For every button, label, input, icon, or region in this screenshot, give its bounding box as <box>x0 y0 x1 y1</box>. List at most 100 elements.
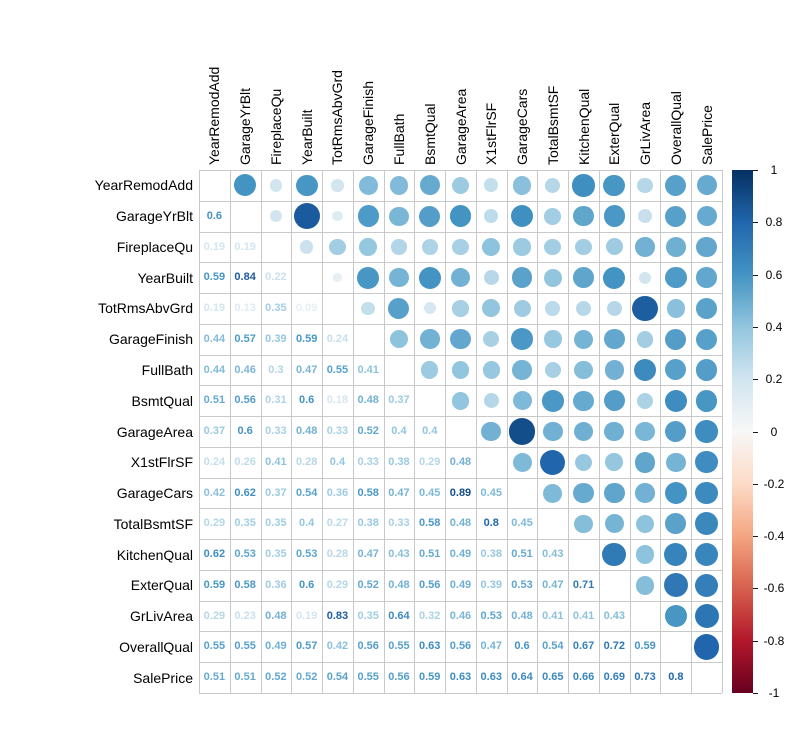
correlation-circle <box>605 453 624 472</box>
correlation-circle <box>421 361 439 379</box>
correlation-value: 0.8 <box>668 671 684 684</box>
column-label: TotalBsmtSF <box>544 85 561 165</box>
correlation-circle <box>269 209 283 223</box>
correlation-value: 0.59 <box>295 332 318 345</box>
correlation-circle <box>508 418 536 445</box>
correlation-circle <box>544 361 561 379</box>
correlation-value: 0.47 <box>542 578 564 591</box>
correlation-circle <box>665 237 686 257</box>
correlation-circle <box>545 301 561 316</box>
correlation-value: 0.24 <box>203 455 226 468</box>
correlation-circle <box>544 238 562 256</box>
correlation-value: 0.57 <box>295 640 318 653</box>
correlation-value: 0.53 <box>480 609 502 622</box>
correlation-circle <box>483 393 499 409</box>
column-label: GarageYrBlt <box>237 87 254 165</box>
correlation-value: 0.4 <box>329 455 346 468</box>
correlation-value: 0.56 <box>234 394 256 407</box>
correlation-circle <box>510 205 534 228</box>
grid-line-vertical <box>630 170 631 693</box>
correlation-circle <box>635 483 655 503</box>
correlation-circle <box>665 513 687 535</box>
correlation-value: 0.43 <box>388 548 410 561</box>
correlation-value: 0.33 <box>265 425 287 438</box>
correlation-value: 0.6 <box>237 425 253 438</box>
colorbar-tick <box>753 222 758 223</box>
correlation-circle <box>693 634 720 660</box>
correlation-circle <box>606 300 622 317</box>
correlation-value: 0.3 <box>268 363 284 376</box>
correlation-value: 0.13 <box>234 302 256 315</box>
correlation-circle <box>512 452 532 472</box>
correlation-circle <box>484 178 499 193</box>
correlation-value: 0.67 <box>572 640 595 653</box>
correlation-value: 0.51 <box>511 548 533 561</box>
correlation-value: 0.59 <box>634 640 656 653</box>
correlation-circle <box>388 297 410 319</box>
grid-line-horizontal <box>199 324 722 325</box>
correlation-value: 0.52 <box>357 578 379 591</box>
colorbar-tick-label: -0.4 <box>763 529 785 543</box>
correlation-value: 0.83 <box>326 609 349 622</box>
correlation-circle <box>665 174 687 196</box>
correlation-value: 0.58 <box>419 517 441 530</box>
correlation-value: 0.48 <box>388 578 410 591</box>
correlation-circle <box>419 329 440 349</box>
colorbar-tick-label: 0.6 <box>765 268 783 282</box>
grid-line-horizontal <box>199 170 722 171</box>
correlation-value: 0.63 <box>480 671 502 684</box>
correlation-circle <box>573 390 594 411</box>
correlation-value: 0.38 <box>357 517 379 530</box>
grid-line-vertical <box>507 170 508 693</box>
correlation-circle <box>544 207 562 225</box>
correlation-circle <box>694 603 719 629</box>
colorbar-tick <box>753 275 758 276</box>
correlation-value: 0.39 <box>265 332 287 345</box>
correlation-circle <box>638 271 652 284</box>
column-label: YearRemodAdd <box>206 66 223 165</box>
column-label: ExterQual <box>606 102 623 165</box>
correlation-circle <box>358 175 378 195</box>
correlation-circle <box>512 176 532 195</box>
row-label: TotalBsmtSF <box>113 515 193 532</box>
grid-line-vertical <box>599 170 600 693</box>
correlation-circle <box>329 238 346 256</box>
grid-line-horizontal <box>199 693 722 694</box>
correlation-circle <box>482 361 500 379</box>
correlation-value: 0.19 <box>203 240 226 253</box>
correlation-value: 0.24 <box>326 332 349 345</box>
colorbar-tick-label: 1 <box>770 163 778 177</box>
correlation-value: 0.43 <box>603 609 626 622</box>
correlation-value: 0.29 <box>326 578 349 591</box>
correlation-value: 0.48 <box>449 455 472 468</box>
correlation-value: 0.47 <box>388 486 410 499</box>
correlation-circle <box>665 420 687 443</box>
correlation-value: 0.19 <box>234 240 256 253</box>
row-label: KitchenQual <box>116 546 193 563</box>
row-label: GarageYrBlt <box>115 208 193 225</box>
grid-line-vertical <box>414 170 415 693</box>
correlation-value: 0.28 <box>326 548 349 561</box>
correlation-value: 0.55 <box>357 671 379 684</box>
correlation-value: 0.46 <box>234 363 256 376</box>
grid-line-horizontal <box>199 262 722 263</box>
correlation-value: 0.43 <box>542 548 564 561</box>
correlation-value: 0.53 <box>234 548 256 561</box>
correlation-value: 0.55 <box>234 640 256 653</box>
correlation-value: 0.48 <box>511 609 533 622</box>
row-label: GarageFinish <box>108 331 193 348</box>
correlation-circle <box>663 573 688 598</box>
correlation-value: 0.4 <box>299 517 315 530</box>
correlation-value: 0.4 <box>391 425 407 438</box>
correlation-value: 0.51 <box>419 548 441 561</box>
correlation-value: 0.53 <box>511 578 533 591</box>
colorbar-tick <box>753 536 758 537</box>
row-label: YearRemodAdd <box>94 177 193 194</box>
correlation-value: 0.09 <box>295 302 318 315</box>
correlation-circle <box>696 328 718 350</box>
row-label: ExterQual <box>130 577 193 594</box>
correlation-circle <box>451 361 470 379</box>
correlation-circle <box>423 302 436 315</box>
correlation-value: 0.38 <box>388 455 410 468</box>
correlation-value: 0.47 <box>480 640 502 653</box>
